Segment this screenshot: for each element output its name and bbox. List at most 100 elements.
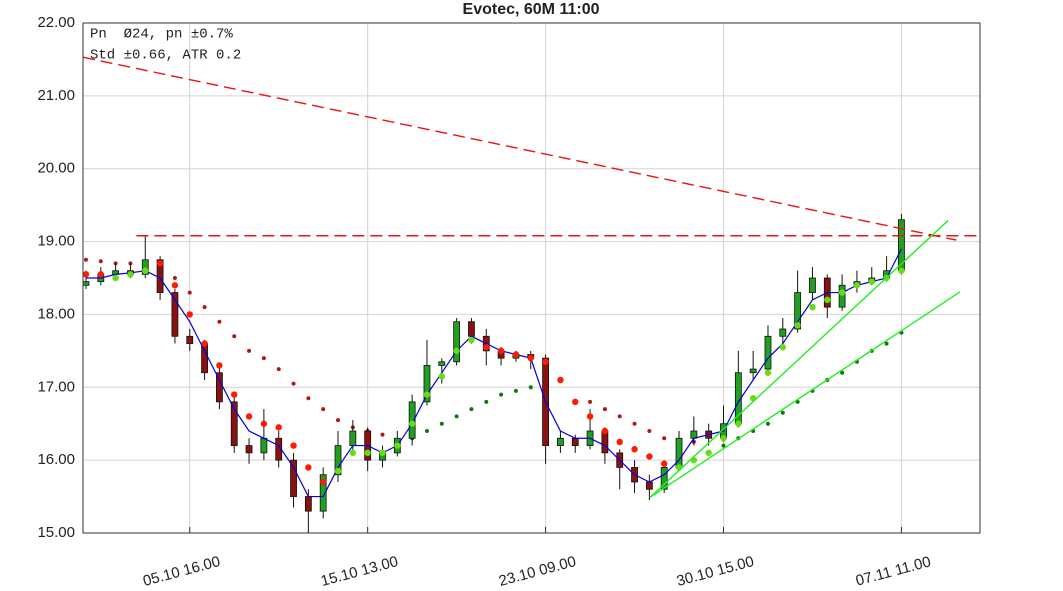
candle-body xyxy=(319,474,327,512)
trail-dot xyxy=(201,340,208,347)
trail-dot xyxy=(291,381,296,386)
candle-body xyxy=(349,430,357,446)
trail-dot xyxy=(454,414,459,419)
trail-dot xyxy=(542,358,549,365)
trail-dot xyxy=(838,289,846,296)
candle-body xyxy=(809,277,816,293)
trail-dot xyxy=(735,420,742,427)
trail-dot xyxy=(423,391,431,398)
trail-dot xyxy=(217,319,222,324)
y-tick-label: 15.00 xyxy=(37,524,75,541)
y-tick-label: 18.00 xyxy=(37,305,75,322)
trend-line xyxy=(649,291,961,498)
trail-dot xyxy=(662,436,667,441)
trail-dot xyxy=(720,435,727,442)
trail-dot xyxy=(232,334,237,339)
resistance-line xyxy=(82,56,957,241)
trail-dot xyxy=(764,369,772,376)
trail-dot xyxy=(453,347,460,355)
trail-dot xyxy=(765,421,770,426)
trail-dot xyxy=(275,424,282,431)
trail-dot xyxy=(290,442,297,449)
trail-dot xyxy=(364,449,371,457)
y-tick-label: 22.00 xyxy=(37,14,75,31)
candle-body xyxy=(290,459,297,497)
trail-dot xyxy=(305,464,312,471)
x-tick-label: 30.10 15.00 xyxy=(675,553,756,590)
x-tick-label: 07.11 11.00 xyxy=(854,553,933,589)
trail-dot xyxy=(424,429,429,433)
trail-dot xyxy=(631,446,638,453)
trail-dot xyxy=(261,356,266,361)
trail-dot xyxy=(616,438,623,446)
trail-dot xyxy=(499,392,504,397)
trail-dot xyxy=(557,376,564,384)
trail-dot xyxy=(824,296,831,304)
trail-dot xyxy=(780,410,785,415)
trail-dot xyxy=(469,407,474,412)
trail-dot xyxy=(276,367,281,372)
candle-body xyxy=(438,361,446,366)
marks xyxy=(82,56,980,533)
trail-dot xyxy=(438,373,445,380)
candle-body xyxy=(660,467,668,490)
candle-body xyxy=(82,281,90,286)
trail-dot xyxy=(186,311,193,318)
trail-dot xyxy=(231,391,238,398)
y-tick-label: 17.00 xyxy=(37,378,75,395)
candle-body xyxy=(216,372,223,403)
trail-dot xyxy=(602,407,607,412)
candle-body xyxy=(141,259,149,275)
trail-dot xyxy=(779,344,787,351)
candle-body xyxy=(171,292,179,337)
trail-dot xyxy=(497,347,505,355)
trail-dot xyxy=(705,449,712,457)
trail-dot xyxy=(512,351,520,358)
chart-title: Evotec, 60M 11:00 xyxy=(463,1,600,18)
trail-dot xyxy=(247,348,252,353)
trail-dot xyxy=(884,341,889,346)
candle-body xyxy=(408,401,416,439)
candle-body xyxy=(794,292,802,330)
trail-dot xyxy=(588,399,593,404)
candle-body xyxy=(571,437,579,446)
trail-dot xyxy=(172,276,177,280)
candle-body xyxy=(779,328,787,337)
plot-area xyxy=(83,23,980,533)
trail-dot xyxy=(336,418,341,423)
plot-frame xyxy=(82,22,981,534)
candle-body xyxy=(453,321,461,363)
trail-dot xyxy=(646,453,653,460)
trail-dot xyxy=(527,354,534,362)
grid xyxy=(83,22,980,534)
candle-body xyxy=(334,445,342,476)
annotation: Std ±0.66, ATR 0.2 xyxy=(90,48,241,64)
candle-body xyxy=(557,437,564,446)
trail-dot xyxy=(749,395,757,402)
candle-body xyxy=(645,481,653,490)
candle-body xyxy=(749,368,757,374)
trail-dot xyxy=(853,282,861,289)
trail-dot xyxy=(794,322,801,329)
candle-body xyxy=(601,430,609,454)
trail-dot xyxy=(321,407,326,412)
trend-line xyxy=(649,219,949,498)
trail-dot xyxy=(97,271,104,278)
trail-dot xyxy=(483,344,490,351)
candle-body xyxy=(230,401,238,446)
y-tick-label: 20.00 xyxy=(37,160,75,177)
trail-dot xyxy=(528,385,533,390)
trail-dot xyxy=(408,420,416,427)
y-tick-label: 21.00 xyxy=(37,87,75,104)
trail-dot xyxy=(83,257,88,262)
trail-dot xyxy=(349,449,357,457)
trail-dot xyxy=(306,396,311,401)
trail-dot xyxy=(171,282,179,289)
candle-body xyxy=(675,437,683,468)
candle-body xyxy=(260,437,268,454)
x-tick-label: 05.10 16.00 xyxy=(141,553,222,590)
y-tick-label: 16.00 xyxy=(37,451,75,468)
candle-body xyxy=(423,365,431,403)
